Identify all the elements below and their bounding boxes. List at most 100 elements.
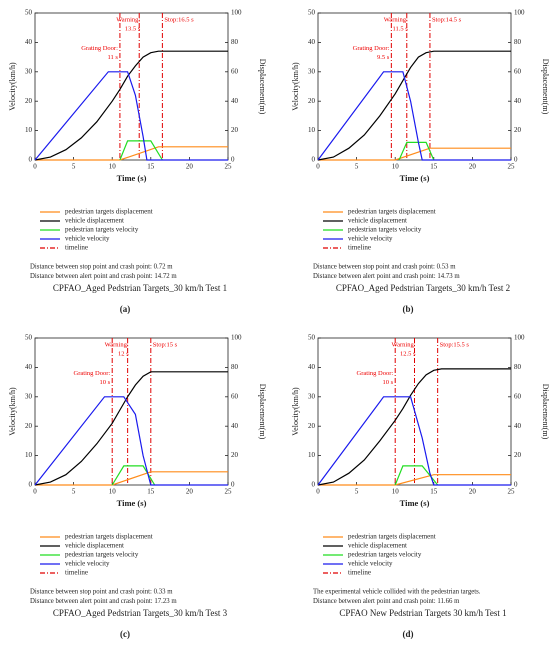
y-tick-label: 40: [308, 38, 316, 46]
series-line: [317, 396, 511, 486]
x-tick-label: 0: [33, 488, 37, 496]
legend-label: vehicle displacement: [65, 217, 124, 225]
legend-label: pedestrian targets velocity: [65, 226, 139, 234]
y-tick-label: 10: [25, 126, 33, 134]
y2-tick-label: 80: [514, 363, 522, 371]
y-tick-label: 50: [25, 334, 33, 342]
panel-label: (a): [120, 304, 131, 314]
y2-tick-label: 100: [514, 334, 525, 342]
timeline-annotation: 13.5 s: [125, 25, 141, 32]
y-tick-label: 40: [308, 363, 316, 371]
y-tick-label: 10: [25, 451, 33, 459]
series-line: [318, 147, 511, 161]
x-tick-label: 10: [392, 488, 400, 496]
timeline-annotation: Stop:14.5 s: [432, 16, 462, 23]
series-line: [318, 474, 511, 486]
series-line: [34, 50, 228, 161]
legend-label: pedestrian targets displacement: [65, 533, 153, 541]
timeline-annotation: 11 s: [107, 54, 118, 61]
y-tick-label: 30: [25, 392, 33, 400]
y-tick-label: 0: [29, 481, 33, 489]
panel-label: (c): [120, 629, 130, 639]
panel-label: (d): [403, 629, 414, 639]
series-line: [317, 71, 511, 161]
plot-frame: [34, 337, 229, 486]
caption: CPFAO_Aged Pedstrian Targets_30 km/h Tes…: [53, 608, 228, 618]
y2-tick-label: 0: [514, 481, 518, 489]
y2-tick-label: 80: [514, 38, 522, 46]
x-tick-label: 20: [469, 488, 477, 496]
legend-label: vehicle velocity: [65, 235, 110, 243]
legend-label: vehicle velocity: [65, 560, 110, 568]
x-tick-label: 15: [430, 163, 438, 171]
y2-tick-label: 60: [514, 67, 522, 75]
y2-tick-label: 20: [514, 126, 522, 134]
note: The experimental vehicle collided with t…: [313, 589, 481, 596]
x-axis-label: Time (s): [400, 498, 430, 508]
y2-tick-label: 40: [231, 422, 239, 430]
y2-tick-label: 60: [231, 392, 239, 400]
y-tick-label: 10: [308, 126, 316, 134]
y2-tick-label: 80: [231, 363, 239, 371]
x-tick-label: 15: [147, 488, 155, 496]
y-tick-label: 0: [29, 156, 33, 164]
x-tick-label: 5: [72, 163, 76, 171]
y2-tick-label: 0: [231, 481, 235, 489]
y-axis-label: Velocity(km/h): [8, 387, 17, 436]
note: Distance between stop point and crash po…: [30, 264, 173, 271]
y2-tick-label: 40: [514, 422, 522, 430]
caption: CPFAO_Aged Pedstrian Targets_30 km/h Tes…: [336, 283, 510, 293]
note: Distance between stop point and crash po…: [30, 589, 173, 596]
x-tick-label: 15: [147, 163, 155, 171]
y-tick-label: 50: [25, 9, 33, 17]
y2-tick-label: 0: [514, 156, 518, 164]
y2-axis-label: Displacement(m): [541, 59, 550, 115]
legend-label: vehicle displacement: [348, 217, 407, 225]
series-line: [35, 471, 228, 486]
y-tick-label: 50: [308, 9, 316, 17]
note: Distance between alert point and crash p…: [30, 273, 177, 280]
series-line: [34, 371, 228, 486]
series-line: [394, 465, 439, 486]
y2-tick-label: 20: [514, 451, 522, 459]
y-tick-label: 30: [308, 392, 316, 400]
note: Distance between alert point and crash p…: [30, 598, 177, 605]
legend-label: pedestrian targets displacement: [348, 533, 436, 541]
timeline-annotation: Warning:: [116, 16, 140, 23]
plot-frame: [34, 12, 229, 161]
caption: CPFAO_Aged Pedstrian Targets_30 km/h Tes…: [53, 283, 227, 293]
y2-tick-label: 100: [231, 9, 242, 17]
legend-label: vehicle velocity: [348, 235, 393, 243]
y2-tick-label: 80: [231, 38, 239, 46]
timeline-annotation: 11.5 s: [392, 25, 408, 32]
x-tick-label: 10: [109, 163, 117, 171]
series-line: [34, 396, 228, 486]
x-tick-label: 20: [469, 163, 477, 171]
legend-label: timeline: [348, 244, 371, 252]
timeline-annotation: 12.5 s: [400, 350, 416, 357]
x-tick-label: 0: [316, 163, 320, 171]
timeline-annotation: Grating Door:: [74, 370, 111, 377]
timeline-annotation: Grating Door:: [81, 45, 118, 52]
x-tick-label: 20: [186, 488, 194, 496]
legend-label: vehicle displacement: [65, 542, 124, 550]
timeline-annotation: 12 s: [118, 350, 129, 357]
timeline-annotation: Stop:16.5 s: [164, 16, 194, 23]
legend-label: pedestrian targets displacement: [65, 208, 153, 216]
timeline-annotation: Warning:: [391, 341, 415, 348]
y2-tick-label: 40: [514, 97, 522, 105]
y-tick-label: 20: [25, 422, 33, 430]
y-axis-label: Velocity(km/h): [8, 62, 17, 111]
y2-tick-label: 40: [231, 97, 239, 105]
y-axis-label: Velocity(km/h): [291, 387, 300, 436]
timeline-annotation: 9.5 s: [377, 54, 390, 61]
x-tick-label: 10: [109, 488, 117, 496]
y2-tick-label: 20: [231, 451, 239, 459]
y-tick-label: 0: [312, 156, 316, 164]
timeline-annotation: Warning:: [384, 16, 408, 23]
x-tick-label: 0: [316, 488, 320, 496]
y-tick-label: 40: [25, 363, 33, 371]
y-tick-label: 30: [25, 67, 33, 75]
